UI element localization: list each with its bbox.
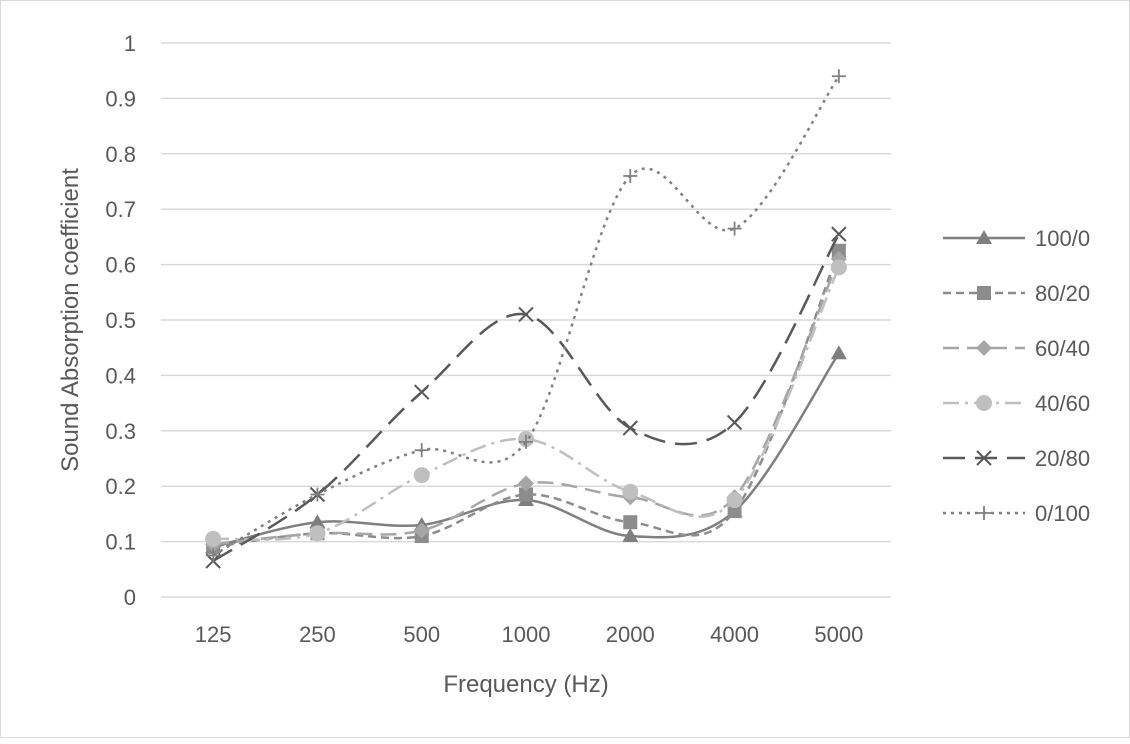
data-point [831,243,846,258]
data-point [831,69,846,84]
data-point [726,492,743,509]
y-tick-label: 0.5 [105,308,136,333]
y-tick-label: 0 [124,585,136,610]
legend-item: 100/0 [943,226,1090,251]
data-point [831,226,847,242]
legend-marker [977,286,991,300]
legend-item: 0/100 [943,501,1090,526]
data-point [309,525,326,542]
data-point [727,221,742,236]
data-point [414,443,429,458]
series-line [212,75,840,557]
data-point [310,487,325,502]
data-point [623,515,638,530]
y-tick-label: 0.1 [105,530,136,555]
data-point [205,530,222,547]
legend-item: 60/40 [943,336,1090,361]
x-axis-title: Frequency (Hz) [443,671,608,698]
y-axis-title: Sound Absorption coefficient [57,168,84,472]
data-point [413,522,430,539]
gridlines [161,42,891,598]
y-tick-label: 0.4 [105,363,136,388]
legend-item: 20/80 [943,446,1090,471]
data-point [518,475,534,492]
data-point [727,504,742,519]
legend-marker [976,395,992,411]
x-tick-label: 2000 [606,622,655,647]
x-tick-label: 500 [403,622,440,647]
y-tick-label: 0.7 [105,197,136,222]
data-point [830,259,847,276]
data-point [519,487,533,502]
x-tick-label: 4000 [710,622,759,647]
legend-label: 80/20 [1035,281,1090,306]
data-point [726,414,743,431]
data-point [622,420,638,436]
y-tick-label: 0.9 [105,86,136,111]
data-point [206,548,221,563]
series-lines [205,69,847,569]
x-axis-ticks: 125 250 500 1000 2000 4000 5000 [195,622,864,647]
legend-marker [976,450,992,466]
legend-marker [976,340,992,356]
series-40-60 [205,259,847,547]
legend-label: 40/60 [1035,391,1090,416]
data-point [622,528,639,543]
y-tick-label: 0.8 [105,142,136,167]
series-line [212,352,840,549]
series-20-80 [205,226,847,569]
legend-label: 100/0 [1035,226,1090,251]
x-tick-label: 250 [299,622,336,647]
data-point [518,306,534,323]
legend-marker [976,230,992,244]
legend-label: 60/40 [1035,336,1090,361]
legend-item: 80/20 [943,281,1090,306]
legend: 100/0 80/20 60/40 40/60 20/80 0/100 [943,226,1090,526]
data-point [623,168,638,183]
data-point [309,514,326,529]
legend-item: 40/60 [943,391,1090,416]
y-tick-label: 0.6 [105,253,136,278]
series-0-100 [206,69,846,563]
series-line [212,233,840,563]
legend-label: 0/100 [1035,501,1090,526]
data-point [414,384,430,400]
data-point [830,345,847,360]
series-100-0 [205,345,847,554]
data-point [519,434,533,449]
y-tick-label: 0.2 [105,474,136,499]
legend-label: 20/80 [1035,446,1090,471]
data-point [622,483,639,500]
y-tick-label: 1 [124,31,136,56]
x-tick-label: 5000 [814,622,863,647]
data-point [413,467,430,484]
legend-marker [977,506,991,520]
x-tick-label: 125 [195,622,232,647]
series-line [213,266,840,541]
x-tick-label: 1000 [502,622,551,647]
y-tick-label: 0.3 [105,419,136,444]
y-axis-ticks: 0 0.1 0.2 0.3 0.4 0.5 0.6 0.7 0.8 0.9 1 [105,31,136,610]
